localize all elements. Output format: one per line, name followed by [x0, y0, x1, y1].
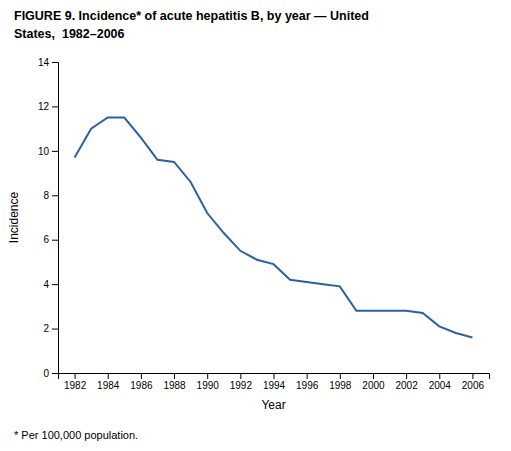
- x-tick-mark: [274, 373, 275, 379]
- y-tick-mark: [52, 151, 58, 152]
- x-tick: 2002: [395, 373, 418, 391]
- y-tick-mark: [52, 329, 58, 330]
- chart: FIGURE 9. Incidence* of acute hepatitis …: [0, 0, 511, 451]
- x-tick-mark: [340, 373, 341, 379]
- y-tick-mark: [52, 195, 58, 196]
- x-tick-label: 2002: [395, 380, 418, 391]
- x-tick-mark: [207, 373, 208, 379]
- x-tick-label: 1992: [230, 380, 253, 391]
- x-tick-label: 2004: [429, 380, 452, 391]
- y-tick-label: 4: [43, 279, 49, 290]
- y-axis: 0 2 4 6 8 10 12 14: [38, 57, 59, 379]
- line: [75, 118, 473, 338]
- x-tick: 1984: [97, 373, 120, 391]
- y-tick-mark: [52, 240, 58, 241]
- x-tick-mark: [141, 373, 142, 379]
- y-tick: 0: [43, 368, 58, 379]
- y-tick-mark: [52, 284, 58, 285]
- x-tick-mark: [75, 373, 76, 379]
- x-tick-mark: [439, 373, 440, 379]
- y-tick-label: 14: [38, 57, 50, 68]
- y-tick-label: 12: [38, 101, 50, 112]
- y-tick: 4: [43, 279, 58, 290]
- x-tick: 1990: [197, 373, 220, 391]
- x-tick: 1992: [230, 373, 253, 391]
- x-tick: 1998: [329, 373, 352, 391]
- x-tick-mark: [472, 373, 473, 379]
- y-tick: 8: [43, 190, 58, 201]
- y-tick-mark: [52, 373, 58, 374]
- y-axis-title: Incidence: [7, 191, 21, 243]
- x-tick-mark: [174, 373, 175, 379]
- x-axis-line: [59, 374, 490, 380]
- x-tick-label: 1986: [130, 380, 153, 391]
- x-tick: 2004: [429, 373, 452, 391]
- x-tick-mark: [240, 373, 241, 379]
- x-tick-label: 1982: [64, 380, 87, 391]
- x-tick-label: 1984: [97, 380, 120, 391]
- x-axis: 1982 1984 1986 1988 1990 1992 1994 1996 1998 2000…: [59, 373, 490, 391]
- x-tick-label: 2000: [362, 380, 385, 391]
- y-tick-label: 6: [43, 234, 49, 245]
- plot: 1982 1984 1986 1988 1990 1992 1994 1996 1998 2000…: [7, 57, 490, 412]
- title: FIGURE 9. Incidence* of acute hepatitis …: [14, 9, 369, 23]
- y-axis-line: [52, 63, 59, 374]
- y-tick-label: 2: [43, 323, 49, 334]
- x-tick-label: 1998: [329, 380, 352, 391]
- y-tick: 6: [43, 234, 58, 245]
- x-tick: 2000: [362, 373, 385, 391]
- y-tick: 12: [38, 101, 58, 112]
- x-tick-mark: [307, 373, 308, 379]
- x-tick-label: 1990: [197, 380, 220, 391]
- y-tick-mark: [52, 106, 58, 107]
- x-tick: 2006: [462, 373, 485, 391]
- y-tick-label: 8: [43, 190, 49, 201]
- y-tick: 10: [38, 146, 58, 157]
- y-tick: 14: [38, 57, 58, 68]
- x-tick: 1994: [263, 373, 286, 391]
- x-tick-label: 1996: [296, 380, 319, 391]
- y-tick-label: 0: [43, 368, 49, 379]
- y-tick-mark: [52, 62, 58, 63]
- x-tick-label: 1994: [263, 380, 286, 391]
- subtitle: States, 1982–2006: [14, 27, 125, 41]
- y-tick-label: 10: [38, 146, 50, 157]
- x-axis-title: Year: [261, 398, 285, 412]
- y-tick: 2: [43, 323, 58, 334]
- x-tick-label: 2006: [462, 380, 485, 391]
- x-tick: 1982: [64, 373, 87, 391]
- x-tick-mark: [373, 373, 374, 379]
- x-tick-label: 1988: [163, 380, 186, 391]
- x-tick-mark: [108, 373, 109, 379]
- marks: [75, 118, 473, 338]
- footnote: * Per 100,000 population.: [14, 429, 138, 441]
- x-tick: 1988: [163, 373, 186, 391]
- x-tick: 1986: [130, 373, 153, 391]
- x-tick: 1996: [296, 373, 319, 391]
- x-tick-mark: [406, 373, 407, 379]
